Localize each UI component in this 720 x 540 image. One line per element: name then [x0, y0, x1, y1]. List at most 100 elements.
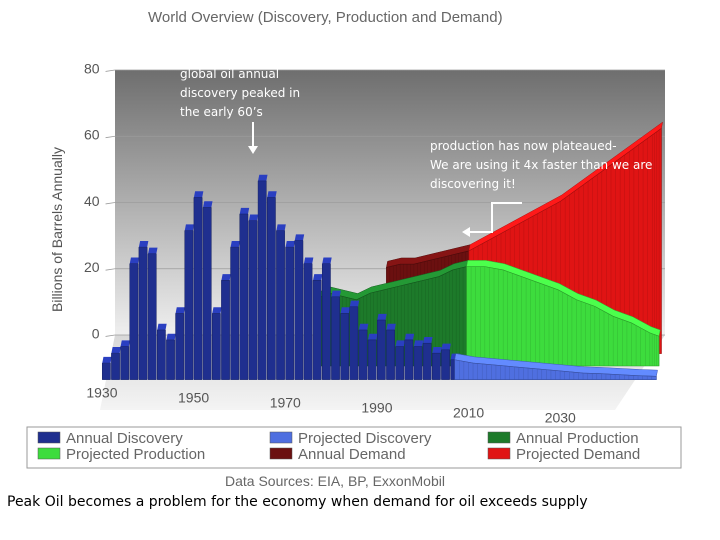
discovery-bar: [441, 349, 450, 380]
discovery-bar-top: [221, 274, 231, 281]
x-tick-labels: 1930 1950 1970 1990 2010 2030: [86, 385, 576, 426]
discovery-bar: [321, 263, 331, 380]
discovery-bar-top: [349, 300, 360, 307]
discovery-bar: [358, 329, 368, 380]
discovery-bar: [120, 346, 130, 380]
discovery-bar-top: [285, 240, 296, 248]
annotation-1-line-2: discovery peaked in: [180, 86, 300, 100]
discovery-bar-top: [157, 323, 167, 330]
gridline-side: [105, 268, 116, 271]
discovery-bar: [248, 220, 258, 380]
discovery-bar: [413, 346, 423, 380]
annotation-2-line-1: production has now plateaued-: [430, 139, 617, 153]
discovery-bar-top: [377, 313, 387, 321]
chart-title: World Overview (Discovery, Production an…: [148, 9, 503, 26]
y-tick-label: 80: [84, 60, 100, 76]
x-tick-label: 1950: [178, 390, 209, 406]
series-areas: [101, 121, 663, 380]
discovery-bar: [266, 197, 276, 380]
legend-swatch: [37, 447, 61, 460]
discovery-bar-top: [432, 346, 442, 354]
data-sources: Data Sources: EIA, BP, ExxonMobil: [225, 473, 445, 489]
discovery-bar-top: [258, 174, 268, 181]
discovery-bar: [404, 339, 414, 380]
annotation-plateau: production has now plateaued- We are usi…: [430, 139, 652, 237]
x-tick-label: 1990: [361, 400, 392, 416]
discovery-bar-top: [358, 323, 369, 330]
discovery-bar-top: [129, 257, 140, 264]
discovery-bar: [395, 346, 405, 380]
discovery-bar-top: [441, 343, 451, 350]
discovery-bar: [147, 253, 157, 380]
discovery-bar: [111, 352, 120, 380]
legend-swatch: [37, 431, 61, 444]
discovery-bar-top: [148, 247, 158, 254]
legend-entry: Annual Demand: [298, 446, 406, 463]
discovery-bar: [175, 313, 185, 380]
discovery-bar: [422, 342, 432, 380]
series-annual-discovery: [101, 174, 461, 380]
discovery-bar: [166, 339, 175, 380]
legend-entry: Projected Demand: [516, 446, 640, 463]
legend-entry: Annual Discovery: [66, 430, 183, 447]
discovery-bar-top: [203, 201, 213, 208]
legend-swatch: [269, 447, 293, 460]
annotation-1-line-3: the early 60’s: [180, 105, 263, 119]
discovery-bar: [239, 213, 249, 380]
legend-swatch: [487, 447, 511, 460]
annotation-1-arrow-head: [248, 146, 258, 154]
discovery-bar: [129, 263, 139, 380]
y-tick-label: 40: [84, 193, 100, 209]
legend-swatch: [269, 431, 293, 444]
discovery-bar: [202, 207, 212, 380]
legend-entry: Projected Production: [66, 446, 205, 463]
discovery-bar: [285, 246, 295, 380]
discovery-bar: [349, 306, 359, 380]
discovery-bar-top: [331, 290, 341, 297]
discovery-bar-top: [303, 257, 314, 264]
legend-entry: Projected Discovery: [298, 430, 432, 447]
discovery-bar: [303, 263, 313, 380]
discovery-bar: [257, 180, 267, 380]
annotation-peak-discovery: global oil annual discovery peaked in th…: [180, 67, 300, 154]
caption: Peak Oil becomes a problem for the econo…: [7, 494, 588, 510]
discovery-bar-top: [423, 337, 433, 344]
discovery-bar-top: [386, 323, 396, 330]
x-tick-label: 1970: [270, 395, 301, 411]
discovery-bar-top: [120, 340, 131, 347]
discovery-bar: [312, 280, 322, 380]
y-tick-label: 0: [92, 325, 100, 341]
discovery-bar: [156, 329, 166, 380]
discovery-bar-top: [239, 207, 250, 215]
discovery-bar: [294, 240, 304, 380]
annotation-2-line-3: discovering it!: [430, 177, 516, 191]
y-axis-label: Billions of Barrels Annually: [49, 147, 65, 312]
legend-entry: Annual Production: [516, 430, 639, 447]
discovery-bar-top: [313, 274, 323, 281]
gridline-side: [105, 334, 116, 337]
discovery-bar-top: [102, 356, 112, 364]
y-tick-label: 20: [84, 259, 100, 275]
discovery-bar: [376, 319, 386, 380]
legend: Annual Discovery Projected Discovery Annua…: [26, 426, 682, 469]
gridline-side: [105, 202, 116, 205]
x-tick-label: 1930: [86, 385, 117, 401]
discovery-bar-top: [413, 340, 424, 347]
annotation-2-arrow-head: [462, 227, 470, 237]
discovery-bar: [101, 362, 111, 380]
annotation-2-arrow: [466, 202, 522, 233]
discovery-bar-top: [230, 240, 241, 248]
discovery-bar: [276, 230, 285, 380]
series-projected-discovery: [454, 353, 658, 380]
discovery-bar-top: [248, 214, 259, 221]
legend-swatch: [487, 431, 511, 444]
series-projected-production: [466, 260, 661, 367]
discovery-bar-top: [111, 346, 121, 354]
discovery-bar-top: [138, 240, 149, 248]
legend-box: [26, 426, 682, 469]
discovery-bar-top: [276, 224, 286, 231]
discovery-bar-top: [166, 333, 176, 340]
y-tick-labels: 0 20 40 60 80: [84, 60, 100, 341]
discovery-bar: [386, 329, 395, 380]
discovery-bar-top: [193, 191, 204, 198]
